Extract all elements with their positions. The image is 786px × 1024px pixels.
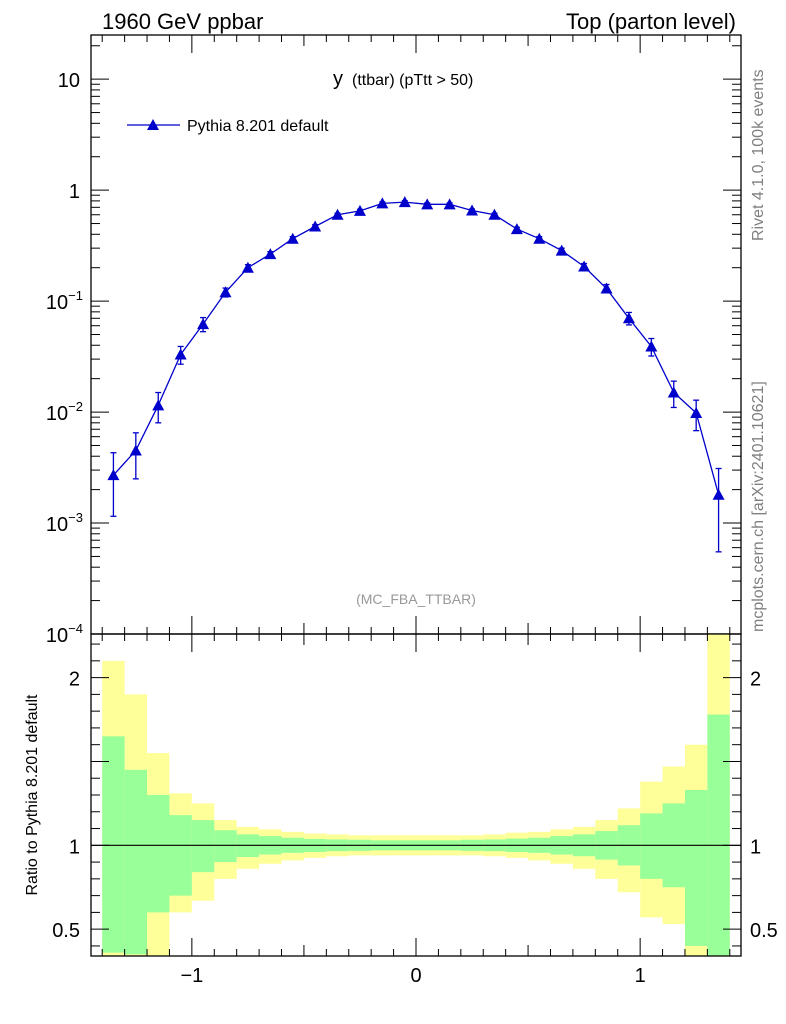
ratio-frame bbox=[90, 633, 742, 957]
header-right: Top (parton level) bbox=[566, 9, 736, 34]
ratio-tick-labels: 2 2 1 1 0.5 0.5 −1 0 1 bbox=[52, 669, 778, 987]
data-point-marker bbox=[197, 318, 210, 330]
x-tick-label: −1 bbox=[180, 965, 203, 987]
inner-band-bin bbox=[147, 795, 170, 913]
legend-label: Pythia 8.201 default bbox=[187, 118, 329, 135]
data-point-marker bbox=[443, 198, 456, 210]
data-point-marker bbox=[578, 260, 591, 272]
data-point-marker bbox=[129, 444, 142, 456]
x-tick-label: 0 bbox=[410, 965, 421, 987]
main-y-tick-labels: 10 1 10−1 10−2 10−3 10−4 bbox=[46, 70, 83, 647]
y-tick-label: 10−1 bbox=[46, 288, 83, 314]
ratio-y-tick-label-left: 2 bbox=[69, 669, 80, 691]
data-point-marker bbox=[107, 469, 120, 481]
data-point-marker bbox=[174, 348, 187, 360]
inner-band-bin bbox=[214, 830, 237, 863]
data-point-marker bbox=[690, 407, 703, 419]
header-left: 1960 GeV ppbar bbox=[102, 9, 263, 34]
y-tick-label: 10−3 bbox=[46, 510, 83, 536]
data-point-marker bbox=[376, 197, 389, 209]
data-point-marker bbox=[398, 196, 411, 208]
data-point-marker bbox=[645, 340, 658, 352]
plot-title-main: y bbox=[333, 68, 343, 90]
ratio-uncertainty-bands bbox=[102, 634, 730, 956]
ratio-axis-ticks bbox=[91, 634, 741, 956]
series-line bbox=[112, 201, 720, 495]
ratio-panel: 2 2 1 1 0.5 0.5 −1 0 1 Ratio to Pythia 8.201 def… bbox=[24, 633, 778, 987]
data-point-marker bbox=[152, 399, 165, 411]
data-point-marker bbox=[421, 198, 434, 210]
analysis-watermark: (MC_FBA_TTBAR) bbox=[356, 591, 476, 607]
ratio-y-tick-label-right: 0.5 bbox=[750, 920, 778, 942]
x-tick-label: 1 bbox=[635, 965, 646, 987]
ratio-y-tick-label-left: 0.5 bbox=[52, 920, 80, 942]
inner-band-bin bbox=[102, 736, 125, 953]
data-point-marker bbox=[219, 286, 232, 298]
data-point-marker bbox=[488, 208, 501, 220]
data-point-marker bbox=[264, 248, 277, 260]
inner-band-bin bbox=[684, 789, 708, 946]
legend-marker-icon bbox=[147, 119, 159, 130]
data-point-marker bbox=[309, 220, 322, 232]
y-tick-label: 1 bbox=[69, 181, 80, 203]
data-point-marker bbox=[533, 232, 546, 244]
plot-title-sub: (ttbar) (pTtt > 50) bbox=[352, 72, 473, 89]
data-point-marker bbox=[353, 204, 366, 216]
ratio-y-tick-label-right: 1 bbox=[750, 836, 761, 858]
rivet-version-label: Rivet 4.1.0, 100k events bbox=[750, 69, 767, 241]
data-point-marker bbox=[286, 232, 299, 244]
inner-band-bin bbox=[191, 820, 215, 873]
data-point-marker bbox=[622, 312, 635, 324]
ratio-y-axis-label: Ratio to Pythia 8.201 default bbox=[24, 694, 41, 896]
data-point-marker bbox=[555, 244, 568, 256]
inner-band-bin bbox=[124, 769, 148, 955]
data-point-marker bbox=[241, 261, 254, 273]
inner-band-bin bbox=[169, 815, 192, 896]
ratio-y-tick-label-left: 1 bbox=[69, 836, 80, 858]
data-point-marker bbox=[331, 208, 344, 220]
y-tick-label: 10−4 bbox=[46, 621, 83, 647]
mcplots-label: mcplots.cern.ch [arXiv:2401.10621] bbox=[750, 381, 767, 632]
y-tick-label: 10 bbox=[58, 70, 80, 92]
main-axis-ticks bbox=[91, 35, 741, 635]
data-point-marker bbox=[600, 282, 613, 294]
inner-band-bin bbox=[640, 813, 663, 879]
main-panel: 10 1 10−1 10−2 10−3 10−4 y (ttbar) (pTtt > 50… bbox=[46, 34, 742, 647]
y-tick-label: 10−2 bbox=[46, 399, 83, 425]
inner-band-bin bbox=[707, 714, 730, 956]
data-point-marker bbox=[667, 386, 680, 398]
data-point-marker bbox=[510, 223, 523, 235]
series-pythia bbox=[107, 196, 725, 553]
data-point-marker bbox=[466, 204, 479, 216]
legend: Pythia 8.201 default bbox=[127, 118, 329, 135]
data-point-marker bbox=[712, 488, 725, 500]
ratio-y-tick-label-right: 2 bbox=[750, 669, 761, 691]
